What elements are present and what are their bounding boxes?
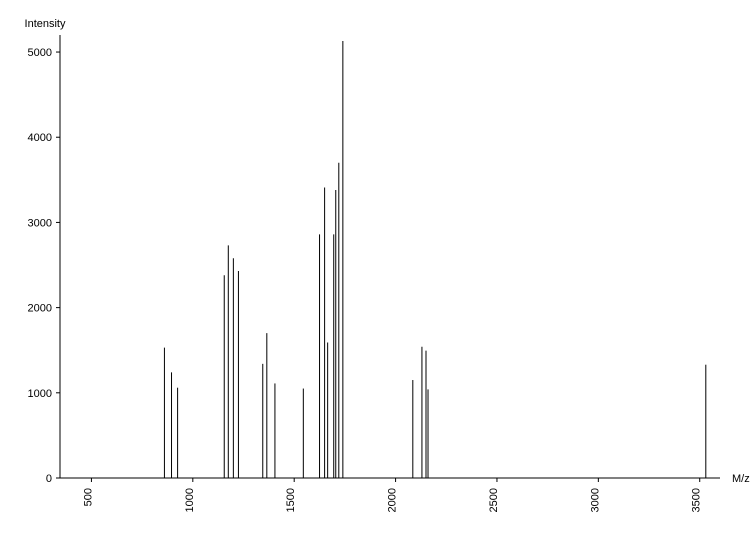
peaks bbox=[164, 41, 705, 478]
mass-spectrum-chart: 0 1000 2000 3000 4000 5000 500 1000 1500 2000 250… bbox=[0, 0, 750, 540]
x-tick-label: 1500 bbox=[285, 488, 297, 512]
y-axis-label: Intensity bbox=[25, 18, 66, 30]
y-tick-label: 2000 bbox=[28, 303, 52, 315]
x-tick-label: 500 bbox=[82, 488, 94, 506]
axes bbox=[60, 35, 720, 478]
y-tick-label: 3000 bbox=[28, 217, 52, 229]
x-tick-label: 3500 bbox=[691, 488, 703, 512]
x-tick-label: 1000 bbox=[184, 488, 196, 512]
x-tick-label: 3000 bbox=[589, 488, 601, 512]
y-tick-label: 4000 bbox=[28, 132, 52, 144]
y-tick-label: 1000 bbox=[28, 388, 52, 400]
x-tick-label: 2500 bbox=[488, 488, 500, 512]
y-tick-label: 5000 bbox=[28, 47, 52, 59]
y-tick-label: 0 bbox=[46, 473, 52, 485]
x-axis-label: M/z bbox=[732, 473, 750, 485]
y-ticks: 0 1000 2000 3000 4000 5000 bbox=[28, 47, 60, 485]
x-tick-label: 2000 bbox=[387, 488, 399, 512]
x-ticks: 500 1000 1500 2000 2500 3000 3500 bbox=[82, 478, 702, 512]
